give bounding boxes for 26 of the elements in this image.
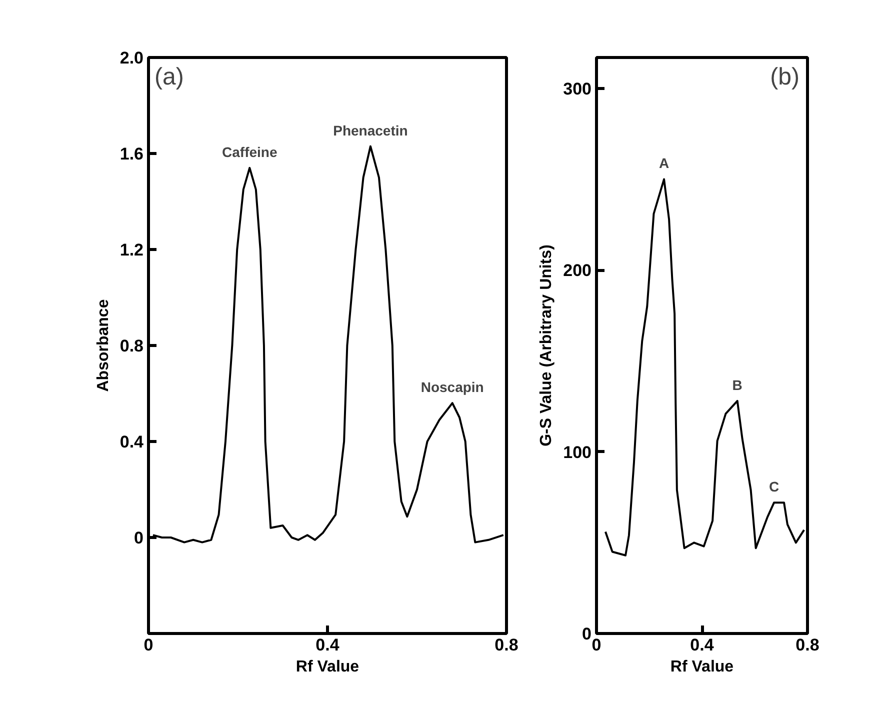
y-tick-label: 0 bbox=[134, 528, 144, 548]
x-axis-title: Rf Value bbox=[296, 658, 360, 676]
y-tick-label: 0.4 bbox=[120, 432, 144, 452]
y-tick-label: 2.0 bbox=[120, 48, 144, 68]
y-tick-label: 1.2 bbox=[120, 240, 144, 260]
chart-title: (b) bbox=[770, 64, 800, 90]
y-tick-label: 0.8 bbox=[120, 336, 144, 356]
annotation: C bbox=[768, 478, 780, 495]
y-tick-label: 1.6 bbox=[120, 144, 144, 164]
y-tick-label: 100 bbox=[563, 442, 592, 462]
chart-title: (a) bbox=[154, 64, 184, 90]
x-tick-label: 0.4 bbox=[690, 636, 714, 654]
annotation: A bbox=[658, 155, 670, 172]
x-axis-title: Rf Value bbox=[670, 658, 734, 676]
annotation: Caffeine bbox=[222, 144, 278, 160]
y-axis-title: G-S Value (Arbitrary Units) bbox=[538, 244, 556, 446]
annotation: Phenacetin bbox=[333, 122, 408, 138]
y-tick-label: 200 bbox=[563, 261, 592, 280]
x-tick-label: 0.4 bbox=[316, 636, 340, 654]
x-tick-label: 0.8 bbox=[494, 636, 518, 654]
annotation: B bbox=[732, 376, 742, 393]
line-series bbox=[604, 178, 806, 556]
x-tick-label: 0.8 bbox=[796, 636, 820, 654]
y-tick-label: 300 bbox=[563, 79, 592, 98]
annotation: Noscapin bbox=[420, 379, 484, 396]
y-axis-title: Absorbance bbox=[94, 299, 112, 392]
